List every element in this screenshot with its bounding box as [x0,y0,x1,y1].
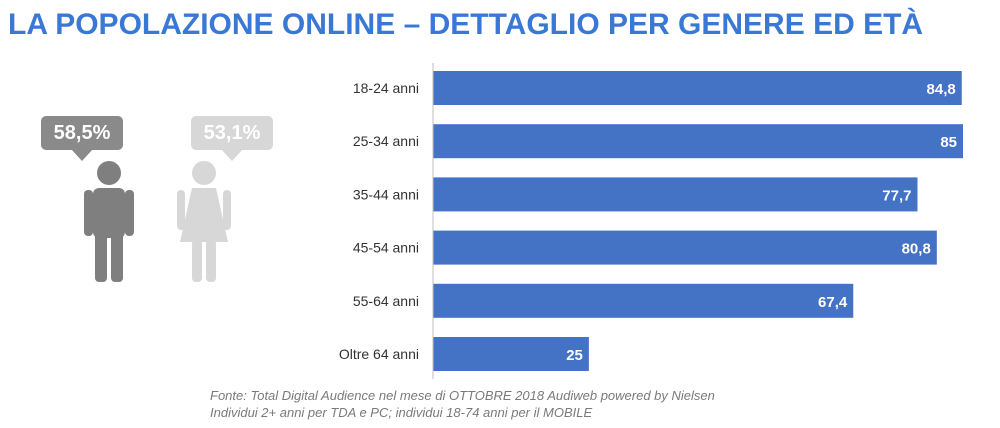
category-label: Oltre 64 anni [339,346,419,362]
category-label: 35-44 anni [353,186,419,202]
bar-value-label: 84,8 [927,81,956,98]
male-percentage-badge: 58,5% [41,116,123,161]
bar-value-label: 80,8 [902,241,931,258]
bar [433,124,963,159]
male-person-icon [84,161,134,282]
bar [433,177,918,212]
female-percentage-badge: 53,1% [191,116,273,161]
bar [433,337,589,371]
source-note: Fonte: Total Digital Audience nel mese d… [210,387,715,421]
bar-value-label: 67,4 [818,294,848,311]
female-person-icon [177,161,231,282]
bar-value-label: 85 [940,134,957,151]
bar-value-label: 25 [566,347,583,364]
bar-value-label: 77,7 [882,187,911,204]
bar [433,71,962,105]
page-title: LA POPOLAZIONE ONLINE – DETTAGLIO PER GE… [8,8,924,41]
category-label: 18-24 anni [353,80,419,96]
category-label: 45-54 anni [353,240,419,256]
bar [433,230,937,265]
source-line-2: Individui 2+ anni per TDA e PC; individu… [210,405,593,420]
category-label: 25-34 anni [353,133,419,149]
category-label: 55-64 anni [353,293,419,309]
bar [433,283,854,318]
source-line-1: Fonte: Total Digital Audience nel mese d… [210,388,715,403]
